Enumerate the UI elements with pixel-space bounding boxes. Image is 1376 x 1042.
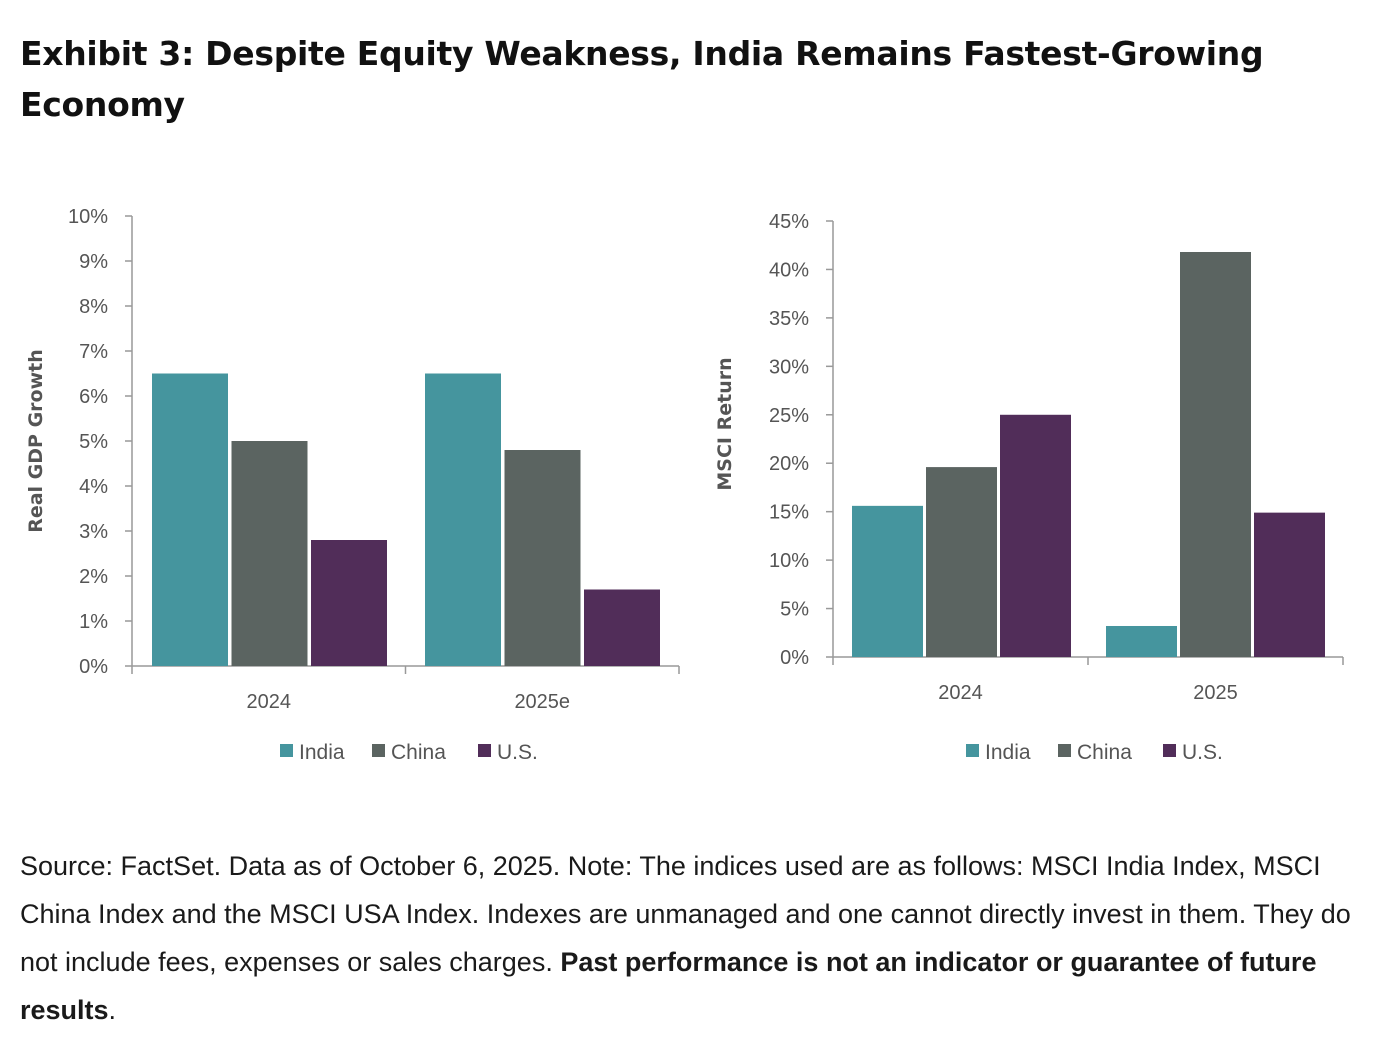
note-text: Source: FactSet. Data as of October 6, 2… bbox=[20, 851, 1351, 977]
source-note: Source: FactSet. Data as of October 6, 2… bbox=[20, 842, 1360, 1034]
y-tick-label: 8% bbox=[79, 296, 108, 318]
y-tick-label: 3% bbox=[79, 521, 108, 543]
bar-china-2025e bbox=[504, 450, 581, 666]
legend-swatch-china bbox=[1058, 744, 1071, 757]
y-axis-label: Real GDP Growth bbox=[25, 349, 47, 533]
legend-swatch-india bbox=[280, 744, 293, 757]
x-category-label: 2025 bbox=[1193, 682, 1238, 704]
legend-label-india: India bbox=[985, 741, 1031, 764]
legend-swatch-us bbox=[478, 744, 491, 757]
legend-label-china: China bbox=[1077, 741, 1132, 764]
y-tick-label: 6% bbox=[79, 386, 108, 408]
y-tick-label: 30% bbox=[769, 356, 809, 378]
bar-us-2025e bbox=[584, 589, 660, 666]
bar-china-2024 bbox=[231, 441, 308, 666]
bar-india-2025 bbox=[1106, 625, 1177, 657]
legend-label-india: India bbox=[299, 741, 345, 764]
bar-india-2024 bbox=[152, 373, 228, 666]
y-tick-label: 40% bbox=[769, 259, 809, 281]
bar-china-2024 bbox=[926, 467, 997, 657]
y-tick-label: 10% bbox=[68, 206, 108, 228]
legend-swatch-china bbox=[372, 744, 385, 757]
legend-label-us: U.S. bbox=[497, 741, 538, 764]
y-tick-label: 9% bbox=[79, 251, 108, 273]
note-end: . bbox=[108, 995, 117, 1025]
y-tick-label: 15% bbox=[769, 502, 809, 524]
y-tick-label: 45% bbox=[769, 211, 809, 233]
note-disclaimer: Past performance is not an indicator or … bbox=[20, 947, 1317, 1025]
y-tick-label: 25% bbox=[769, 405, 809, 427]
x-category-label: 2024 bbox=[938, 682, 983, 704]
x-category-label: 2025e bbox=[514, 691, 570, 713]
y-tick-label: 4% bbox=[79, 476, 108, 498]
y-tick-label: 0% bbox=[780, 647, 809, 669]
bar-india-2025e bbox=[425, 373, 501, 666]
legend-label-us: U.S. bbox=[1182, 741, 1223, 764]
bar-us-2025 bbox=[1254, 512, 1325, 657]
y-tick-label: 1% bbox=[79, 611, 108, 633]
y-axis-label: MSCI Return bbox=[714, 357, 736, 490]
y-tick-label: 5% bbox=[780, 599, 809, 621]
bar-china-2025 bbox=[1180, 252, 1251, 657]
bar-us-2024 bbox=[311, 540, 387, 666]
legend-swatch-us bbox=[1163, 744, 1176, 757]
y-tick-label: 35% bbox=[769, 308, 809, 330]
y-tick-label: 2% bbox=[79, 566, 108, 588]
y-tick-label: 10% bbox=[769, 550, 809, 572]
y-tick-label: 7% bbox=[79, 341, 108, 363]
page-title: Exhibit 3: Despite Equity Weakness, Indi… bbox=[20, 34, 1264, 124]
bar-india-2024 bbox=[852, 505, 923, 657]
legend-label-china: China bbox=[391, 741, 446, 764]
bar-us-2024 bbox=[1000, 414, 1071, 657]
legend-swatch-india bbox=[966, 744, 979, 757]
charts-canvas: 0% 1% 2% 3% 4% 5% 6% 7% 8% 9% 10% Real GDP Growth 20… bbox=[25, 206, 1344, 764]
y-tick-label: 5% bbox=[79, 431, 108, 453]
y-tick-label: 20% bbox=[769, 453, 809, 475]
y-tick-label: 0% bbox=[79, 656, 108, 678]
x-category-label: 2024 bbox=[247, 691, 292, 713]
